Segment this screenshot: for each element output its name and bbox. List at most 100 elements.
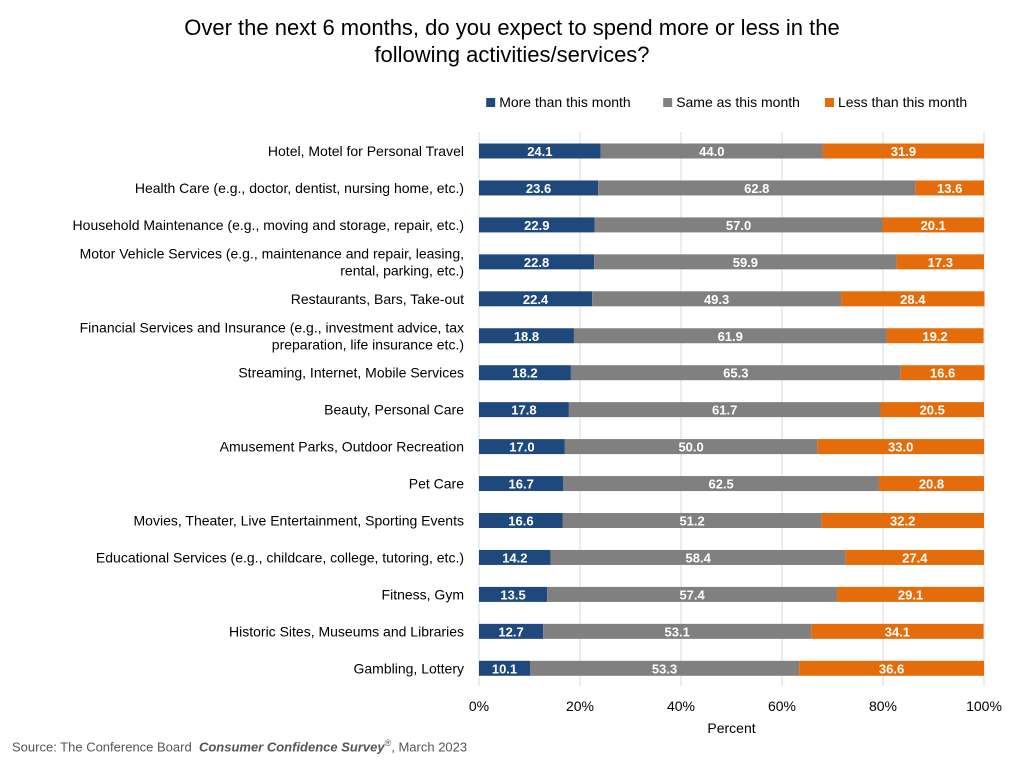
category-label: Historic Sites, Museums and Libraries <box>229 623 464 639</box>
source-registered-mark: ® <box>384 738 392 748</box>
bar-segment <box>479 476 564 492</box>
source-note: Source: The Conference Board Consumer Co… <box>12 738 467 754</box>
bar-segment <box>594 254 897 270</box>
data-label: 14.2 <box>502 550 527 565</box>
bar-segment <box>900 365 985 381</box>
bar-segment <box>845 549 984 565</box>
data-label: 29.1 <box>898 587 923 602</box>
data-label: 34.1 <box>885 624 910 639</box>
x-tick-label: 40% <box>667 698 695 714</box>
data-label: 50.0 <box>678 440 703 455</box>
bar-segment <box>479 180 599 196</box>
category-label: rental, parking, etc.) <box>340 262 464 278</box>
legend-label: More than this month <box>499 94 631 110</box>
data-label: 18.2 <box>512 366 537 381</box>
bar-segment <box>479 328 574 344</box>
bar-segment <box>886 328 984 344</box>
source-publication: Consumer Confidence Survey <box>198 739 385 755</box>
data-label: 13.5 <box>500 587 525 602</box>
chart-title-line-1: Over the next 6 months, do you expect to… <box>184 15 840 40</box>
category-label: Beauty, Personal Care <box>324 402 464 418</box>
data-label: 22.4 <box>523 292 549 307</box>
bar-segment <box>479 660 531 676</box>
category-label: Household Maintenance (e.g., moving and … <box>73 217 464 233</box>
category-label: preparation, life insurance etc.) <box>272 336 464 352</box>
data-label: 49.3 <box>704 292 729 307</box>
data-label: 28.4 <box>900 292 926 307</box>
x-tick-label: 0% <box>469 698 489 714</box>
data-label: 17.8 <box>511 403 536 418</box>
x-axis-title: Percent <box>707 720 755 736</box>
category-label: Amusement Parks, Outdoor Recreation <box>220 439 464 455</box>
data-label: 16.7 <box>509 477 534 492</box>
data-label: 13.6 <box>937 181 962 196</box>
category-label: Motor Vehicle Services (e.g., maintenanc… <box>80 245 464 261</box>
bar-segment <box>570 365 901 381</box>
data-label: 62.8 <box>744 181 769 196</box>
legend-swatch <box>486 98 496 107</box>
category-label: Hotel, Motel for Personal Travel <box>268 143 464 159</box>
data-label: 20.8 <box>919 477 944 492</box>
bar-segment <box>915 180 984 196</box>
legend-swatch <box>663 98 673 107</box>
data-label: 27.4 <box>902 550 928 565</box>
data-label: 22.8 <box>524 255 549 270</box>
chart-title-line-2: following activities/services? <box>374 42 650 67</box>
data-label: 59.9 <box>733 255 758 270</box>
bar-segment <box>479 439 565 455</box>
bar-segment <box>594 217 883 233</box>
bar-segment <box>837 586 984 602</box>
data-label: 16.6 <box>930 366 955 381</box>
bar-segment <box>841 291 985 307</box>
legend-label: Same as this month <box>676 94 800 110</box>
data-label: 33.0 <box>888 440 913 455</box>
data-label: 19.2 <box>922 329 947 344</box>
data-label: 12.7 <box>498 624 523 639</box>
x-tick-label: 20% <box>566 698 594 714</box>
data-label: 58.4 <box>686 550 712 565</box>
category-label: Financial Services and Insurance (e.g., … <box>80 319 464 335</box>
bar-segment <box>821 513 984 528</box>
data-label: 22.9 <box>524 218 549 233</box>
chart-title: Over the next 6 months, do you expect to… <box>0 14 1024 68</box>
data-label: 36.6 <box>879 661 904 676</box>
data-label: 53.3 <box>652 661 677 676</box>
data-label: 18.8 <box>514 329 539 344</box>
category-label: Health Care (e.g., doctor, dentist, nurs… <box>135 180 464 196</box>
source-prefix: Source: The Conference Board <box>12 739 192 755</box>
bar-segment <box>479 549 551 565</box>
category-label: Streaming, Internet, Mobile Services <box>238 365 464 381</box>
bar-segment <box>564 439 818 455</box>
bar-segment <box>822 143 984 159</box>
x-tick-label: 60% <box>768 698 796 714</box>
category-label: Gambling, Lottery <box>354 660 465 676</box>
bar-segment <box>600 143 823 159</box>
bar-segment <box>479 291 593 307</box>
x-tick-label: 80% <box>869 698 897 714</box>
data-label: 44.0 <box>699 144 724 159</box>
data-label: 23.6 <box>526 181 551 196</box>
data-label: 51.2 <box>679 514 704 529</box>
data-label: 20.5 <box>920 403 945 418</box>
bar-segment <box>896 254 984 270</box>
legend-label: Less than this month <box>838 94 967 110</box>
bar-segment <box>811 623 984 639</box>
bar-segment <box>568 402 881 418</box>
bar-segment <box>817 439 984 455</box>
category-label: Movies, Theater, Live Entertainment, Spo… <box>134 513 464 529</box>
data-label: 31.9 <box>891 144 916 159</box>
bar-segment <box>880 402 984 418</box>
data-label: 61.7 <box>712 403 737 418</box>
bar-segment <box>479 586 548 602</box>
bar-segment <box>547 586 838 602</box>
bar-segment <box>573 328 887 344</box>
data-label: 62.5 <box>708 477 733 492</box>
legend-swatch <box>825 98 834 107</box>
data-label: 32.2 <box>890 514 915 529</box>
data-label: 57.0 <box>726 218 751 233</box>
source-date: , March 2023 <box>391 739 468 755</box>
data-label: 16.6 <box>508 514 533 529</box>
data-label: 53.1 <box>665 624 690 639</box>
bar-segment <box>562 513 822 528</box>
